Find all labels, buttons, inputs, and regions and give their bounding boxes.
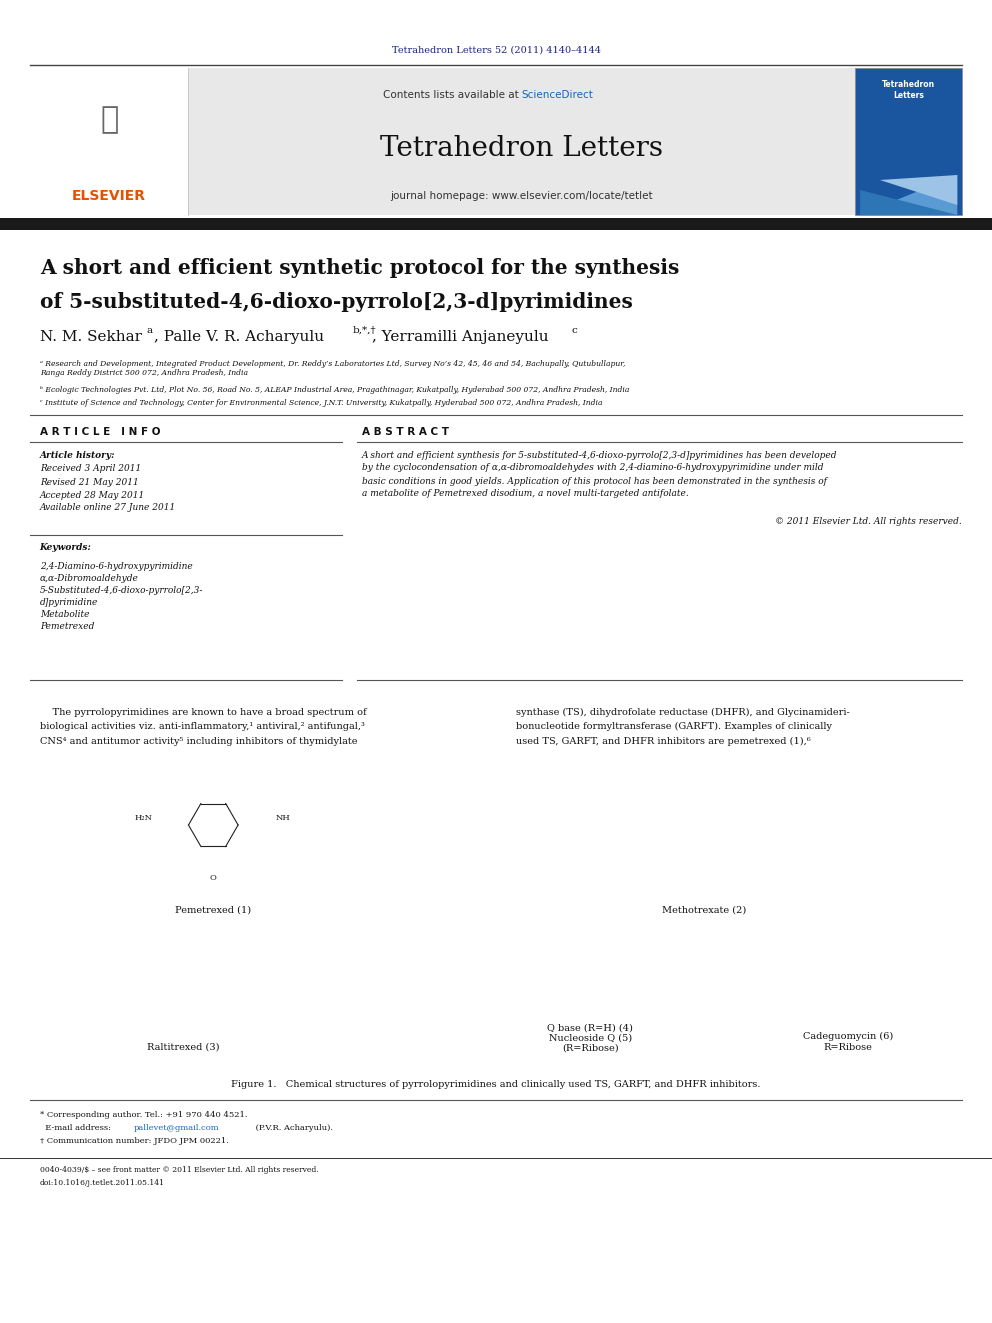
Text: Pemetrexed: Pemetrexed (40, 622, 94, 631)
Bar (855, 67, 962, 216)
Text: Raltitrexed (3): Raltitrexed (3) (147, 1043, 220, 1052)
Text: Article history:: Article history: (40, 451, 115, 459)
Text: E-mail address:: E-mail address: (40, 1125, 113, 1132)
Polygon shape (880, 175, 957, 205)
Text: 2,4-Diamino-6-hydroxypyrimidine: 2,4-Diamino-6-hydroxypyrimidine (40, 562, 192, 572)
Text: journal homepage: www.elsevier.com/locate/tetlet: journal homepage: www.elsevier.com/locat… (391, 191, 653, 201)
Text: Tetrahedron
Letters: Tetrahedron Letters (882, 81, 935, 99)
Text: by the cyclocondensation of α,α-dibromoaldehydes with 2,4-diamino-6-hydroxypyrim: by the cyclocondensation of α,α-dibromoa… (362, 463, 823, 472)
Polygon shape (860, 175, 957, 216)
Bar (30, 67, 962, 216)
Polygon shape (860, 191, 957, 216)
Text: © 2011 Elsevier Ltd. All rights reserved.: © 2011 Elsevier Ltd. All rights reserved… (776, 517, 962, 527)
Text: Revised 21 May 2011: Revised 21 May 2011 (40, 478, 139, 487)
Text: ᵃ Research and Development, Integrated Product Development, Dr. Reddy’s Laborato: ᵃ Research and Development, Integrated P… (40, 360, 625, 377)
Text: The pyrrolopyrimidines are known to have a broad spectrum of: The pyrrolopyrimidines are known to have… (40, 708, 366, 717)
Text: A short and efficient synthetic protocol for the synthesis: A short and efficient synthetic protocol… (40, 258, 680, 278)
Text: d]pyrimidine: d]pyrimidine (40, 598, 98, 607)
Text: Q base (R=H) (4)
Nucleoside Q (5)
(R=Ribose): Q base (R=H) (4) Nucleoside Q (5) (R=Rib… (548, 1023, 633, 1053)
Text: CNS⁴ and antitumor activity⁵ including inhibitors of thymidylate: CNS⁴ and antitumor activity⁵ including i… (40, 737, 357, 746)
Text: ScienceDirect: ScienceDirect (522, 90, 593, 101)
Text: Cadeguomycin (6)
R=Ribose: Cadeguomycin (6) R=Ribose (804, 1032, 893, 1052)
Text: Accepted 28 May 2011: Accepted 28 May 2011 (40, 491, 145, 500)
Text: 5-Substituted-4,6-dioxo-pyrrolo[2,3-: 5-Substituted-4,6-dioxo-pyrrolo[2,3- (40, 586, 203, 595)
Text: bonucleotide formyltransferase (GARFT). Examples of clinically: bonucleotide formyltransferase (GARFT). … (516, 722, 832, 732)
Text: H₂N: H₂N (135, 815, 153, 823)
Text: NH: NH (276, 815, 290, 823)
Text: 🌲: 🌲 (100, 106, 118, 135)
Text: 0040-4039/$ – see front matter © 2011 Elsevier Ltd. All rights reserved.: 0040-4039/$ – see front matter © 2011 El… (40, 1166, 318, 1174)
Text: pallevet@gmail.com: pallevet@gmail.com (134, 1125, 219, 1132)
Text: A B S T R A C T: A B S T R A C T (362, 427, 449, 437)
Text: Keywords:: Keywords: (40, 544, 91, 553)
Text: (P.V.R. Acharyulu).: (P.V.R. Acharyulu). (253, 1125, 333, 1132)
Text: * Corresponding author. Tel.: +91 970 440 4521.: * Corresponding author. Tel.: +91 970 44… (40, 1111, 247, 1119)
Bar (0, 218, 992, 230)
Text: b,*,†: b,*,† (352, 325, 376, 335)
Text: A short and efficient synthesis for 5-substituted-4,6-dioxo-pyrrolo[2,3-d]pyrimi: A short and efficient synthesis for 5-su… (362, 451, 837, 459)
Text: Tetrahedron Letters: Tetrahedron Letters (380, 135, 664, 161)
Text: Figure 1.   Chemical structures of pyrrolopyrimidines and clinically used TS, GA: Figure 1. Chemical structures of pyrrolo… (231, 1080, 761, 1089)
Text: † Communication number: JFDO JPM 00221.: † Communication number: JFDO JPM 00221. (40, 1136, 228, 1144)
Text: ᶜ Institute of Science and Technology, Center for Environmental Science, J.N.T. : ᶜ Institute of Science and Technology, C… (40, 400, 602, 407)
Text: basic conditions in good yields. Application of this protocol has been demonstra: basic conditions in good yields. Applica… (362, 476, 827, 486)
Text: Tetrahedron Letters 52 (2011) 4140–4144: Tetrahedron Letters 52 (2011) 4140–4144 (392, 45, 600, 54)
Text: Contents lists available at: Contents lists available at (383, 90, 522, 101)
Text: ELSEVIER: ELSEVIER (72, 189, 146, 202)
Text: N. M. Sekhar: N. M. Sekhar (40, 329, 142, 344)
Text: α,α-Dibromoaldehyde: α,α-Dibromoaldehyde (40, 574, 139, 583)
Text: Available online 27 June 2011: Available online 27 June 2011 (40, 504, 176, 512)
Text: doi:10.1016/j.tetlet.2011.05.141: doi:10.1016/j.tetlet.2011.05.141 (40, 1179, 165, 1187)
Text: Methotrexate (2): Methotrexate (2) (663, 905, 746, 914)
Text: synthase (TS), dihydrofolate reductase (DHFR), and Glycinamideri-: synthase (TS), dihydrofolate reductase (… (516, 708, 849, 717)
Text: Received 3 April 2011: Received 3 April 2011 (40, 464, 141, 474)
Text: Metabolite: Metabolite (40, 610, 89, 619)
Text: of 5-substituted-4,6-dioxo-pyrrolo[2,3-d]pyrimidines: of 5-substituted-4,6-dioxo-pyrrolo[2,3-d… (40, 292, 633, 312)
Text: c: c (571, 325, 577, 335)
Text: A R T I C L E   I N F O: A R T I C L E I N F O (40, 427, 160, 437)
Text: , Yerramilli Anjaneyulu: , Yerramilli Anjaneyulu (372, 329, 549, 344)
Text: , Palle V. R. Acharyulu: , Palle V. R. Acharyulu (154, 329, 323, 344)
Text: O: O (210, 875, 216, 882)
Text: Pemetrexed (1): Pemetrexed (1) (176, 905, 251, 914)
Text: a: a (147, 325, 153, 335)
Text: ᵇ Ecologic Technologies Pvt. Ltd, Plot No. 56, Road No. 5, ALEAP Industrial Area: ᵇ Ecologic Technologies Pvt. Ltd, Plot N… (40, 386, 629, 394)
Text: a metabolite of Pemetrexed disodium, a novel multi-targeted antifolate.: a metabolite of Pemetrexed disodium, a n… (362, 490, 688, 499)
Text: biological activities viz. anti-inflammatory,¹ antiviral,² antifungal,³: biological activities viz. anti-inflamma… (40, 722, 364, 732)
Bar (30, 67, 188, 216)
Text: used TS, GARFT, and DHFR inhibitors are pemetrexed (1),⁶: used TS, GARFT, and DHFR inhibitors are … (516, 737, 810, 746)
